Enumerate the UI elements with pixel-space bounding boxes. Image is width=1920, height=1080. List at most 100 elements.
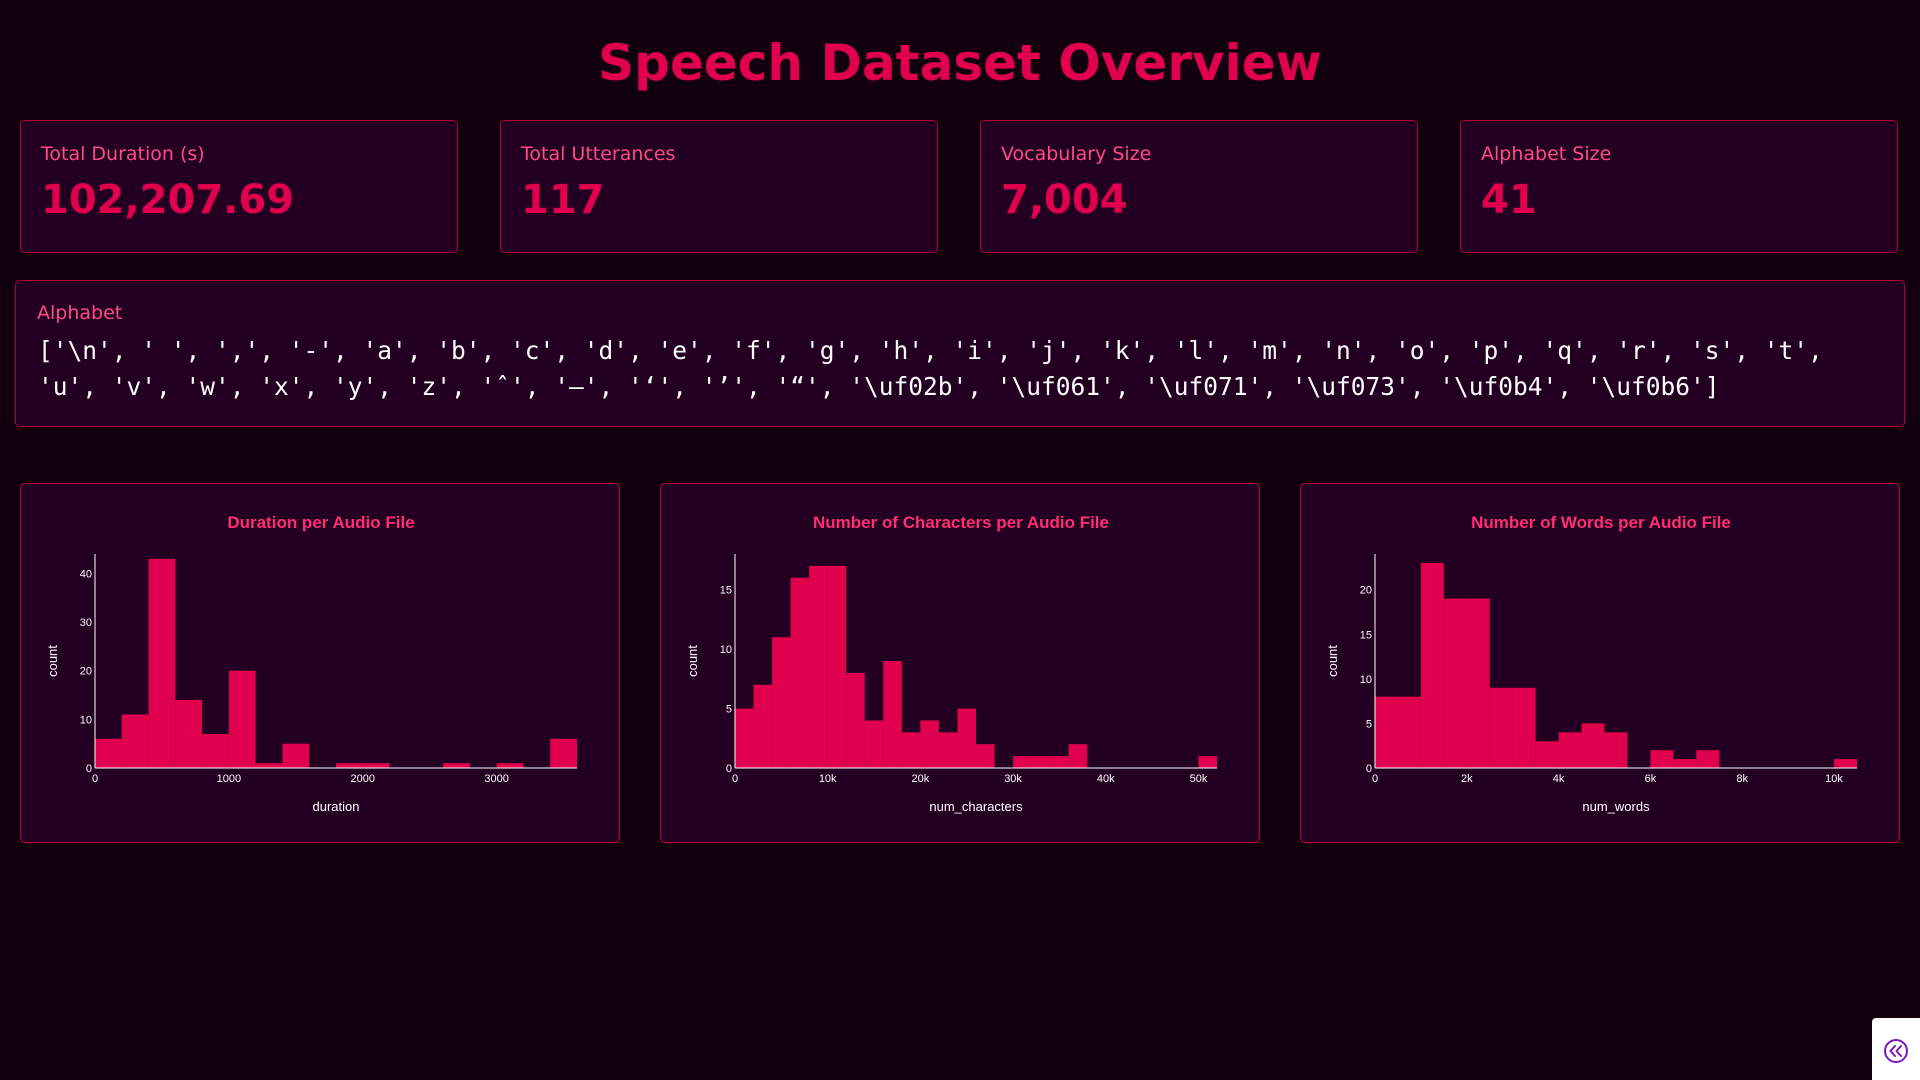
stat-card-vocabulary-size: Vocabulary Size 7,004 bbox=[980, 120, 1418, 253]
x-axis-title: num_words bbox=[1582, 799, 1650, 814]
histogram-bar bbox=[864, 720, 884, 768]
histogram-bar bbox=[920, 720, 939, 768]
histogram-bar bbox=[735, 708, 754, 768]
y-axis-title: count bbox=[1325, 645, 1340, 677]
histogram-bar bbox=[175, 699, 203, 768]
chart-card-characters: Number of Characters per Audio File 0 10k 2… bbox=[660, 483, 1260, 843]
histogram-bar bbox=[772, 637, 791, 768]
chart-title: Number of Characters per Audio File bbox=[813, 513, 1109, 532]
histogram-bar bbox=[1581, 723, 1605, 768]
histogram-bar bbox=[1420, 562, 1444, 768]
histogram-bar bbox=[901, 732, 921, 768]
y-tick-label: 40 bbox=[80, 568, 92, 580]
histogram-bar bbox=[846, 672, 865, 768]
stat-value: 7,004 bbox=[1001, 177, 1128, 223]
histogram-bar bbox=[1375, 696, 1398, 768]
x-tick-label: 4k bbox=[1553, 773, 1565, 785]
stat-value: 117 bbox=[521, 177, 605, 223]
x-tick-label: 8k bbox=[1736, 773, 1748, 785]
chart-card-duration: Duration per Audio File 0 1000 2000 3000 0 10 2… bbox=[20, 483, 620, 843]
histogram-bar bbox=[938, 732, 958, 768]
histogram-bar bbox=[1604, 732, 1628, 768]
histogram-bar bbox=[976, 744, 995, 768]
histogram-bar bbox=[1696, 750, 1720, 768]
chart-title: Number of Words per Audio File bbox=[1471, 513, 1731, 532]
histogram-bar bbox=[443, 763, 470, 768]
y-tick-label: 0 bbox=[726, 763, 732, 775]
y-tick-label: 15 bbox=[720, 585, 732, 597]
y-tick-label: 15 bbox=[1360, 629, 1372, 641]
histogram-bar bbox=[790, 577, 810, 768]
x-tick-label: 10k bbox=[819, 773, 837, 785]
histogram-bar bbox=[883, 661, 902, 768]
y-tick-label: 20 bbox=[1360, 585, 1372, 597]
y-tick-label: 10 bbox=[80, 714, 92, 726]
histogram-bar bbox=[228, 670, 256, 768]
stat-label: Total Duration (s) bbox=[41, 143, 205, 165]
stat-value: 102,207.69 bbox=[41, 177, 295, 223]
x-tick-label: 0 bbox=[1372, 773, 1378, 785]
x-tick-label: 0 bbox=[732, 773, 738, 785]
y-tick-label: 0 bbox=[86, 763, 92, 775]
histogram-bar bbox=[95, 738, 122, 768]
histogram-bar bbox=[1397, 696, 1421, 768]
chart-card-words: Number of Words per Audio File 0 2k 4k 6k 8k 1… bbox=[1300, 483, 1900, 843]
histogram-bar bbox=[1068, 744, 1088, 768]
x-tick-label: 1000 bbox=[217, 773, 241, 785]
histogram-bar bbox=[827, 565, 847, 768]
histogram-bar bbox=[202, 733, 229, 768]
x-tick-label: 20k bbox=[912, 773, 930, 785]
stat-label: Vocabulary Size bbox=[1001, 143, 1152, 165]
x-tick-label: 30k bbox=[1004, 773, 1022, 785]
histogram-bar bbox=[1558, 732, 1582, 768]
histogram-bar bbox=[1198, 756, 1217, 768]
stat-label: Alphabet Size bbox=[1481, 143, 1612, 165]
histogram-bar bbox=[362, 763, 390, 768]
collapse-sidebar-button[interactable] bbox=[1872, 1018, 1920, 1080]
duration-histogram[interactable]: Duration per Audio File 0 1000 2000 3000 0 10 2… bbox=[21, 484, 621, 844]
alphabet-list: ['\n', ' ', ',', '-', 'a', 'b', 'c', 'd'… bbox=[38, 336, 1838, 401]
x-tick-label: 40k bbox=[1097, 773, 1115, 785]
histogram-bar bbox=[255, 763, 283, 768]
y-tick-label: 10 bbox=[720, 644, 732, 656]
histogram-bar bbox=[1834, 759, 1857, 768]
words-histogram[interactable]: Number of Words per Audio File 0 2k 4k 6k 8k 1… bbox=[1301, 484, 1901, 844]
x-axis-title: duration bbox=[313, 799, 360, 814]
histogram-bar bbox=[1013, 756, 1032, 768]
y-tick-label: 5 bbox=[1366, 718, 1372, 730]
y-axis-title: count bbox=[685, 645, 700, 677]
histogram-bar bbox=[1050, 756, 1069, 768]
stat-card-total-utterances: Total Utterances 117 bbox=[500, 120, 938, 253]
histogram-bar bbox=[1535, 741, 1559, 768]
stat-card-total-duration: Total Duration (s) 102,207.69 bbox=[20, 120, 458, 253]
x-axis-title: num_characters bbox=[929, 799, 1023, 814]
histogram-bar bbox=[1031, 756, 1051, 768]
histogram-bar bbox=[1443, 598, 1467, 768]
y-tick-label: 20 bbox=[80, 666, 92, 678]
x-tick-label: 2000 bbox=[351, 773, 375, 785]
page-title: Speech Dataset Overview bbox=[598, 34, 1322, 92]
y-tick-label: 5 bbox=[726, 704, 732, 716]
stat-value: 41 bbox=[1481, 177, 1537, 223]
x-tick-label: 50k bbox=[1190, 773, 1208, 785]
histogram-bar bbox=[1466, 598, 1490, 768]
alphabet-card: Alphabet ['\n', ' ', ',', '-', 'a', 'b',… bbox=[15, 280, 1905, 427]
stat-label: Total Utterances bbox=[521, 143, 676, 165]
histogram-bar bbox=[121, 714, 149, 768]
characters-histogram[interactable]: Number of Characters per Audio File 0 10k 2… bbox=[661, 484, 1261, 844]
chevron-double-left-icon bbox=[1884, 1039, 1908, 1063]
histogram-bar bbox=[957, 708, 976, 768]
histogram-bar bbox=[282, 743, 310, 768]
histogram-bar bbox=[336, 763, 363, 768]
y-axis-title: count bbox=[45, 645, 60, 677]
histogram-bar bbox=[809, 565, 828, 768]
x-tick-label: 0 bbox=[92, 773, 98, 785]
stat-card-alphabet-size: Alphabet Size 41 bbox=[1460, 120, 1898, 253]
alphabet-label: Alphabet bbox=[37, 302, 123, 324]
x-tick-label: 2k bbox=[1461, 773, 1473, 785]
histogram-bar bbox=[496, 763, 524, 768]
x-tick-label: 6k bbox=[1645, 773, 1657, 785]
histogram-bar bbox=[148, 558, 176, 768]
histogram-bar bbox=[1673, 759, 1697, 768]
